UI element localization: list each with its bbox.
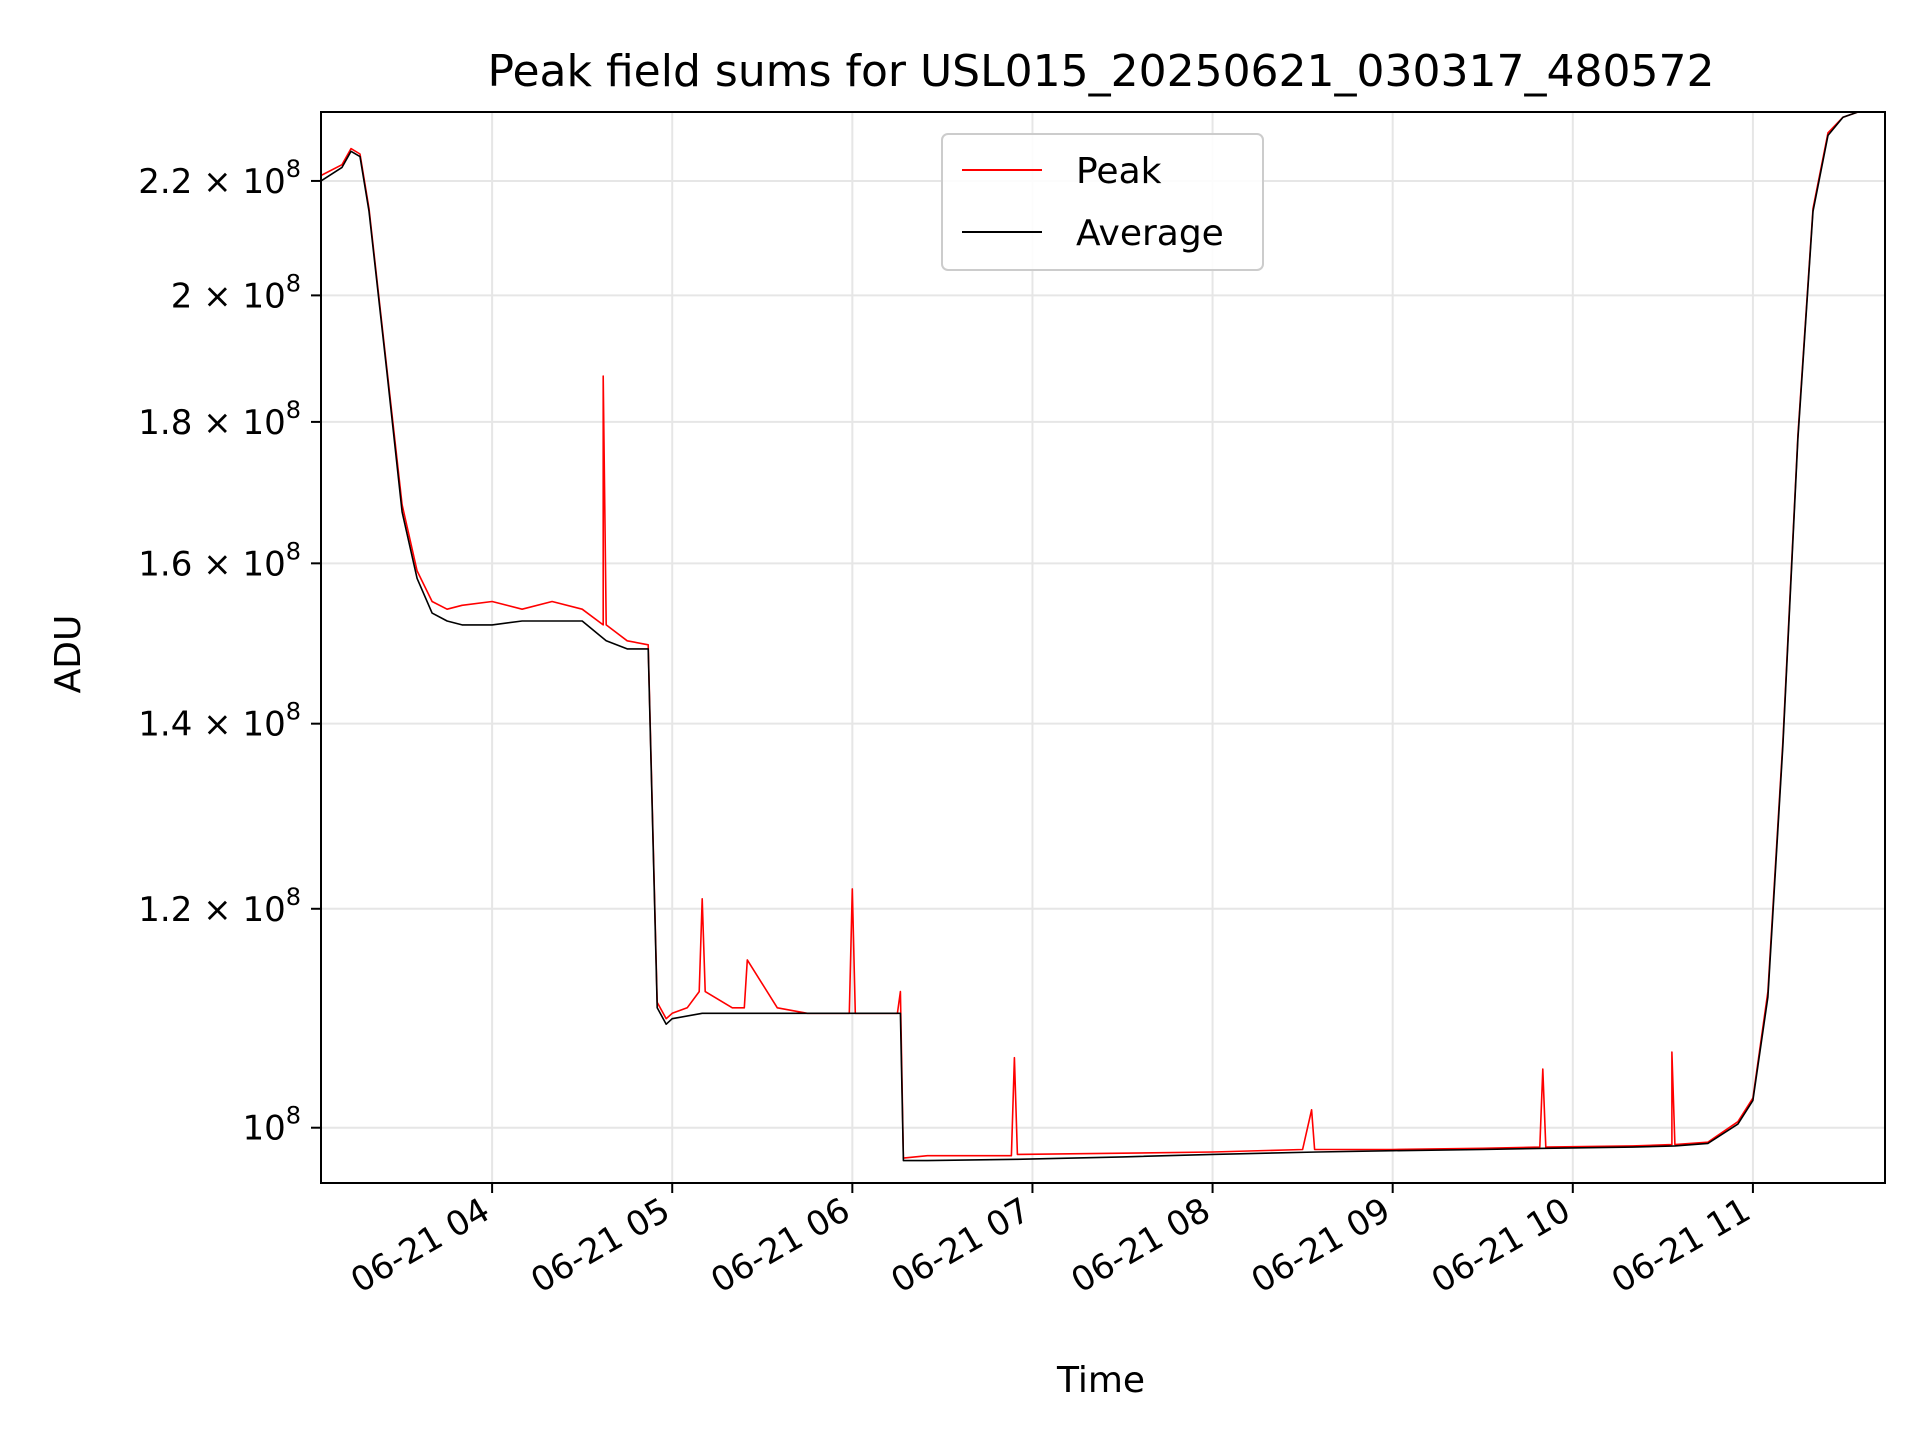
series-layer (320, 111, 1885, 1162)
x-tick-label: 06-21 04 (344, 1190, 496, 1301)
plot-frame (320, 111, 1886, 1184)
x-tick-label: 06-21 05 (524, 1190, 676, 1301)
y-tick-label: 2 × 108 (171, 269, 301, 316)
grid (321, 112, 1885, 1183)
x-tick-label: 06-21 08 (1065, 1190, 1217, 1301)
legend-box (941, 133, 1264, 271)
x-axis-label: Time (1056, 1360, 1145, 1401)
chart-title: Peak field sums for USL015_20250621_0303… (488, 46, 1715, 97)
y-axis: 108 1.2 × 108 1.4 × 108 1.6 × 108 1.8 × 108 2… (138, 155, 321, 1149)
y-tick-label: 1.2 × 108 (138, 883, 301, 930)
legend-label-peak: Peak (1076, 151, 1162, 192)
y-tick-label: 1.4 × 108 (138, 698, 301, 745)
y-tick-label: 108 (242, 1102, 301, 1149)
x-tick-label: 06-21 06 (704, 1190, 856, 1301)
legend: Peak Average (941, 133, 1264, 271)
y-axis-label: ADU (48, 615, 89, 694)
legend-label-average: Average (1076, 213, 1224, 254)
x-tick-label: 06-21 09 (1245, 1190, 1397, 1301)
y-tick-label: 1.8 × 108 (138, 396, 301, 443)
x-axis: 06-21 04 06-21 05 06-21 06 06-21 07 06-21 08… (344, 1183, 1757, 1301)
x-tick-label: 06-21 07 (885, 1190, 1037, 1301)
series-line-average (320, 111, 1885, 1162)
x-tick-label: 06-21 11 (1605, 1190, 1757, 1301)
x-tick-label: 06-21 10 (1425, 1190, 1577, 1301)
y-tick-label: 2.2 × 108 (138, 155, 301, 202)
y-tick-label: 1.6 × 108 (138, 537, 301, 584)
